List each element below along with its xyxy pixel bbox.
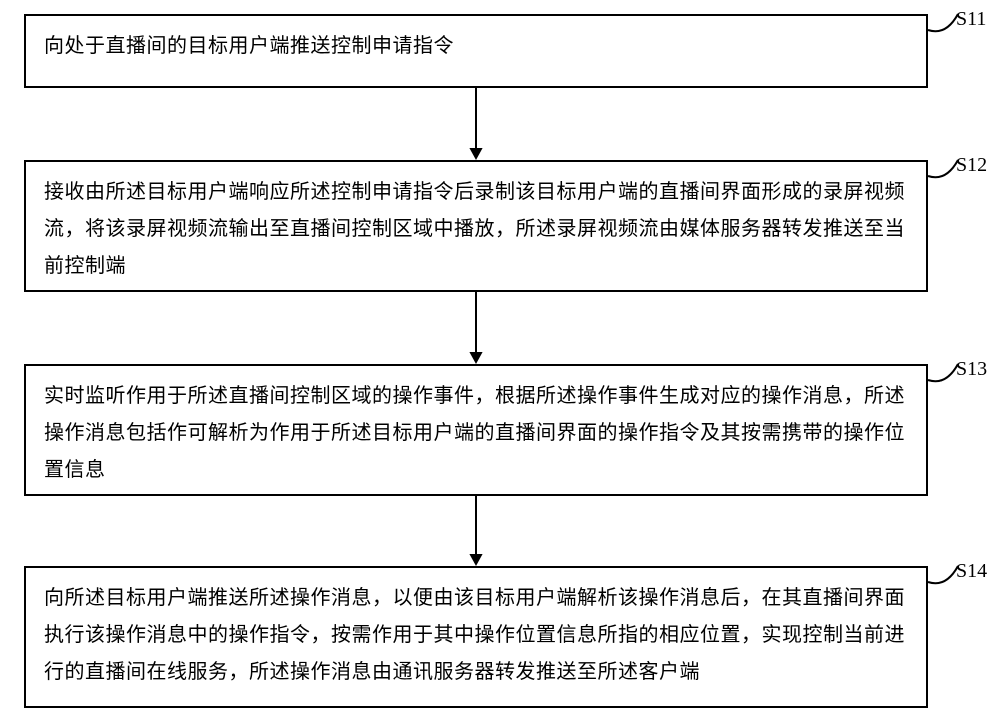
flowchart-canvas: 向处于直播间的目标用户端推送控制申请指令S11接收由所述目标用户端响应所述控制申… <box>0 0 1000 715</box>
arrow-s13-s14 <box>0 0 1000 715</box>
